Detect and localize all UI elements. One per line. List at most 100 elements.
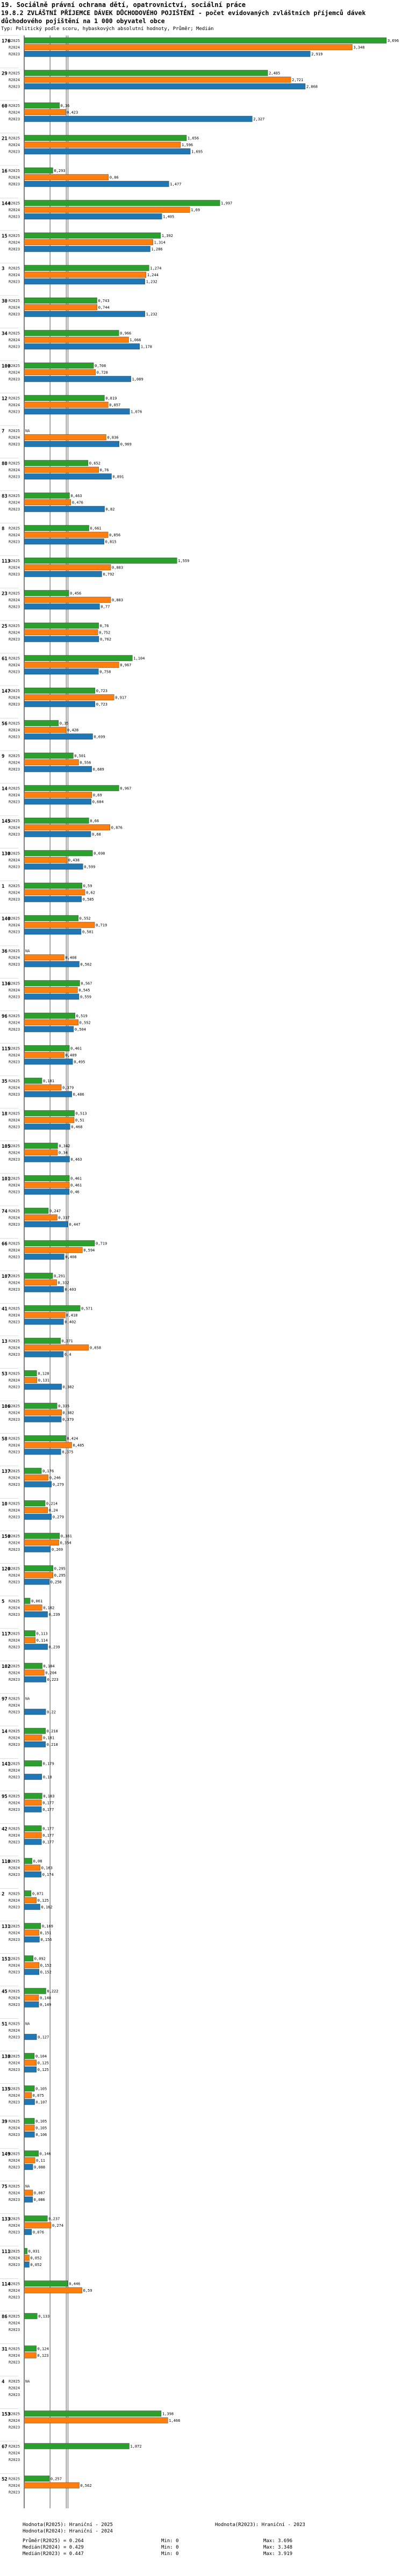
bar-value-label: 0,552	[80, 1021, 91, 1025]
bar-r2025	[24, 1110, 75, 1117]
bar-value-label: 0,567	[81, 982, 92, 986]
bar-r2023	[24, 1611, 48, 1617]
series-tick-label: R2025	[9, 2314, 20, 2319]
bar-r2023	[24, 1514, 52, 1520]
category-label: 86	[2, 2314, 8, 2320]
bar-r2024	[24, 2352, 37, 2358]
bar-value-label: 0,052	[30, 2256, 41, 2261]
bar-r2023	[24, 701, 96, 707]
series-tick-label: R2023	[9, 1417, 20, 1422]
bar-value-label: 0,342	[59, 1144, 70, 1148]
bar-value-label: 0,758	[99, 670, 111, 674]
bar-value-label: 2,868	[306, 85, 318, 89]
bar-value-label: 0,69	[93, 793, 102, 797]
bar-value-label: 0,125	[38, 1898, 49, 1903]
bar-value-label: 0,59	[83, 884, 92, 888]
bar-r2024	[24, 369, 96, 376]
bar-value-label: 2,919	[311, 52, 322, 56]
bar-r2025	[24, 1663, 42, 1669]
bar-value-label: 0,876	[111, 826, 123, 830]
bar-value-label: 0,295	[54, 1573, 66, 1578]
bar-value-label: 0,148	[40, 1996, 51, 2001]
bar-value-label: 0,46	[70, 1190, 80, 1195]
bar-value-label: 0,379	[62, 1417, 74, 1422]
series-tick-label: R2023	[9, 637, 20, 642]
category-label: 113	[2, 559, 10, 564]
bar-value-label: 1,178	[141, 345, 152, 349]
bar-value-label: 0,424	[67, 1437, 78, 1441]
bar-r2024	[24, 1214, 57, 1221]
category-label: 41	[2, 1307, 8, 1312]
series-tick-label: R2025	[9, 2119, 20, 2124]
series-tick-label: R2024	[9, 923, 20, 927]
series-tick-label: R2025	[9, 2477, 20, 2481]
bar-r2024	[24, 1312, 66, 1318]
bar-value-label: 0,177	[42, 1827, 54, 1831]
series-tick-label: R2023	[9, 995, 20, 999]
na-label: NA	[25, 2022, 30, 2026]
bar-r2025	[24, 460, 89, 466]
series-tick-label: R2023	[9, 1157, 20, 1162]
series-tick-label: R2023	[9, 832, 20, 837]
bar-value-label: 1,286	[152, 247, 163, 251]
bar-r2023	[24, 929, 82, 935]
bar-value-label: 0,379	[62, 1086, 74, 1090]
bar-r2025	[24, 1728, 46, 1734]
series-tick-label: R2023	[9, 2328, 20, 2332]
series-tick-label: R2023	[9, 52, 20, 56]
bar-r2025	[24, 102, 60, 109]
bar-value-label: 0,061	[31, 1599, 42, 1603]
category-label: 153	[2, 2412, 10, 2417]
bar-value-label: 0,176	[42, 1469, 54, 1473]
bar-r2024	[24, 1344, 89, 1351]
bar-r2025	[24, 1825, 42, 1832]
category-label: 83	[2, 494, 8, 499]
series-tick-label: R2024	[9, 956, 20, 960]
category-label: 80	[2, 462, 8, 467]
category-label: 9	[2, 754, 4, 759]
category-label: 3	[2, 267, 4, 272]
series-tick-label: R2024	[9, 46, 20, 50]
series-tick-label: R2025	[9, 202, 20, 206]
category-label: 4	[2, 2379, 5, 2385]
bar-r2023	[24, 278, 145, 285]
bar-value-label: 0,856	[109, 533, 120, 537]
bar-r2023	[24, 1221, 68, 1227]
bar-value-label: 1,072	[131, 2444, 142, 2449]
series-tick-label: R2024	[9, 826, 20, 830]
category-label: 5	[2, 1599, 4, 1604]
category-label: 15	[2, 234, 8, 239]
series-tick-label: R2024	[9, 338, 20, 342]
series-tick-label: R2025	[9, 39, 20, 43]
series-tick-label: R2024	[9, 598, 20, 602]
bar-r2024	[24, 1735, 42, 1741]
series-tick-label: R2023	[9, 2491, 20, 2495]
series-tick-label: R2024	[9, 761, 20, 765]
bar-value-label: 1,596	[182, 143, 193, 147]
series-tick-label: R2023	[9, 897, 20, 902]
series-tick-label: R2024	[9, 1313, 20, 1318]
series-tick-label: R2024	[9, 793, 20, 797]
bar-value-label: 0,24	[49, 1508, 58, 1513]
series-tick-label: R2023	[9, 1027, 20, 1032]
bar-value-label: 1,695	[191, 150, 203, 154]
bar-r2024	[24, 1539, 59, 1546]
series-tick-label: R2023	[9, 280, 20, 284]
bar-r2025	[24, 1988, 46, 1994]
series-tick-label: R2024	[9, 306, 20, 310]
bar-value-label: 0,269	[52, 1548, 63, 1552]
bar-r2023	[24, 116, 253, 122]
series-tick-label: R2023	[9, 345, 20, 349]
bar-r2023	[24, 246, 150, 252]
bar-r2024	[24, 336, 129, 343]
bar-value-label: 0,661	[90, 527, 102, 531]
bar-r2024	[24, 564, 111, 571]
bar-r2023	[24, 2164, 33, 2170]
series-tick-label: R2023	[9, 1092, 20, 1097]
bar-value-label: 0,966	[120, 332, 131, 336]
bar-r2024	[24, 1897, 37, 1903]
series-tick-label: R2025	[9, 2152, 20, 2156]
series-tick-label: R2024	[9, 1411, 20, 1415]
bar-r2024	[24, 1507, 48, 1513]
bar-r2025	[24, 1012, 75, 1019]
